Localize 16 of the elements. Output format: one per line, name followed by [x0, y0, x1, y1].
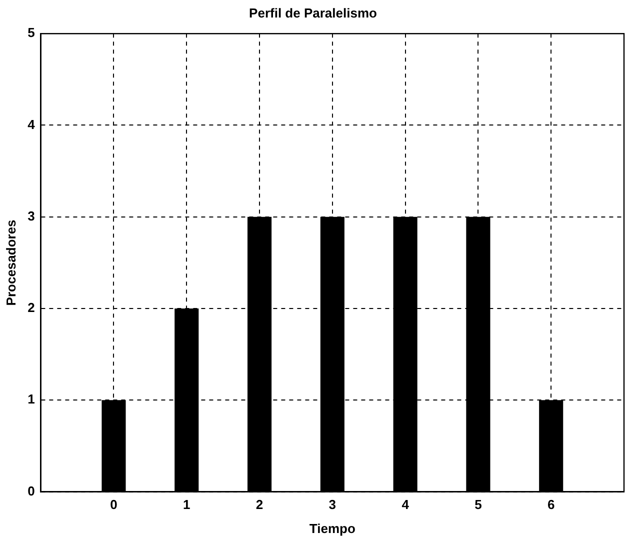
x-tick-label: 0 — [110, 497, 118, 512]
y-tick-label: 4 — [28, 116, 36, 132]
x-axis-title: Tiempo — [309, 520, 356, 536]
y-tick-label: 5 — [28, 25, 35, 40]
chart-title: Perfil de Paralelismo — [249, 5, 377, 20]
x-tick-label: 4 — [402, 497, 410, 512]
y-tick-label: 2 — [28, 300, 35, 316]
y-tick-label: 3 — [28, 208, 35, 224]
x-tick-label: 3 — [328, 497, 336, 512]
y-tick-label: 1 — [28, 392, 35, 407]
x-tick-label: 2 — [256, 497, 264, 512]
x-tick-label: 6 — [547, 497, 555, 512]
x-tick-label: 1 — [183, 497, 190, 512]
y-tick-label: 0 — [28, 483, 35, 498]
y-axis-title: Procesadores — [3, 220, 18, 306]
x-tick-label: 5 — [474, 497, 482, 512]
